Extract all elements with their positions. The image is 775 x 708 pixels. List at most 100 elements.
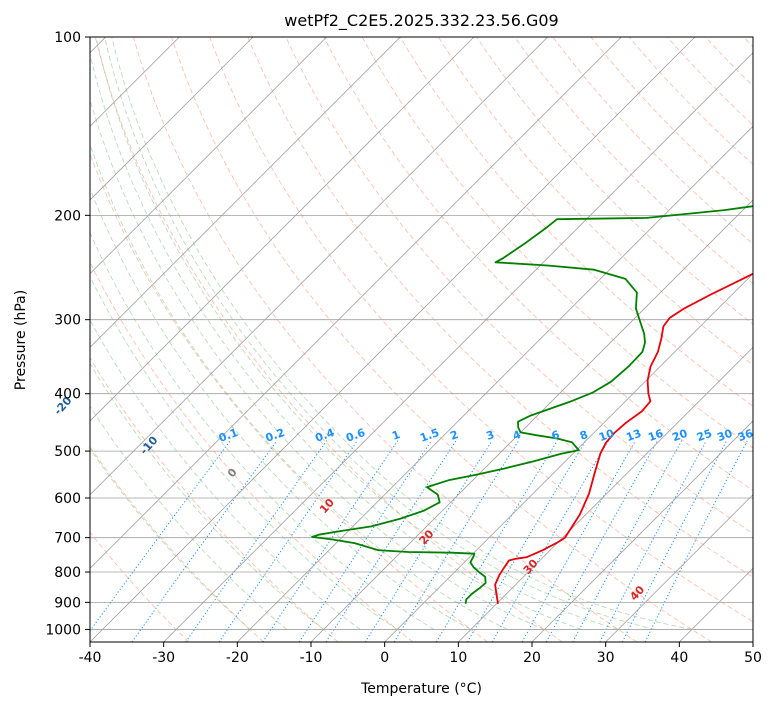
- dry-adiabat-line: [247, 37, 753, 578]
- isotherm-line: [531, 420, 753, 642]
- dry-adiabat-line: [90, 152, 488, 642]
- mixing-ratio-label: 4: [511, 428, 523, 443]
- dry-adiabat-line: [209, 37, 753, 623]
- isotherm-line: [90, 37, 401, 348]
- chart-title: wetPf2_C2E5.2025.332.23.56.G09: [284, 11, 558, 31]
- moist-adiabat-line: [90, 275, 398, 630]
- x-tick-label: -20: [226, 650, 249, 666]
- dry-adiabat-line: [90, 531, 190, 642]
- isotherm-line: [163, 52, 753, 642]
- mixing-ratio-line: [467, 440, 587, 642]
- dry-adiabat-line: [361, 37, 753, 449]
- mixing-ratio-label: 0.1: [217, 426, 240, 445]
- y-tick-label: 400: [54, 387, 81, 403]
- mixing-ratio-line: [599, 440, 707, 642]
- mixing-ratio-line: [218, 440, 358, 642]
- mixing-ratio-label: 36: [736, 427, 755, 445]
- dewpoint-profile-line: [311, 205, 753, 604]
- mixing-ratio-line: [572, 440, 683, 642]
- dry-adiabat-line: [399, 37, 753, 407]
- dry-adiabat-line: [94, 37, 563, 642]
- mixing-ratio-line: [621, 440, 728, 642]
- dry-adiabat-line: [90, 446, 264, 642]
- moist-adiabat-line: [90, 187, 472, 630]
- isotherm-line: [310, 199, 753, 642]
- isotherm-line: [90, 37, 475, 422]
- mixing-ratio-label: 13: [624, 427, 643, 444]
- moist-adiabat-line: [104, 37, 656, 630]
- plot-frame: [89, 36, 754, 643]
- moist-adiabat-line: [95, 37, 619, 630]
- x-tick-label: -10: [300, 650, 323, 666]
- x-tick-label: -30: [152, 650, 175, 666]
- dry-adiabat-line: [438, 37, 753, 366]
- mixing-ratio-label: 10: [597, 427, 616, 445]
- y-tick-label: 300: [54, 313, 81, 329]
- mixing-ratio-label: 1.5: [418, 426, 441, 445]
- mixing-ratio-line: [545, 440, 659, 642]
- dry-adiabat-line: [90, 356, 339, 642]
- isotherm-line: [90, 37, 696, 642]
- grid-lines: [90, 37, 753, 642]
- y-axis-label: Pressure (hPa): [13, 290, 29, 390]
- isotherm-line: [90, 37, 327, 275]
- isotherm-line: [384, 273, 753, 642]
- isotherm-line: [90, 37, 254, 201]
- mixing-ratio-label: 16: [646, 427, 665, 445]
- moist-adiabat-line: [90, 362, 324, 630]
- y-tick-label: 800: [54, 565, 81, 581]
- mixing-ratio-line: [491, 440, 609, 642]
- isotherm-line: [605, 494, 753, 642]
- sounding-profiles: [311, 205, 753, 604]
- dry-adiabat-line: [132, 37, 638, 642]
- moist-adiabat-line: [90, 319, 361, 630]
- y-axis: 100 200 300 400 500 600 700 800 900 1000: [45, 30, 90, 638]
- mixing-ratio-line: [185, 440, 328, 642]
- dry-adiabat-line: [323, 37, 753, 491]
- mixing-ratio-label: 3: [485, 428, 497, 443]
- mixing-ratio-label: 0.6: [344, 426, 367, 445]
- mixing-ratio-label: 0.4: [313, 426, 336, 445]
- moist-adiabat-line: [111, 37, 692, 630]
- dry-adiabat-line: [171, 37, 712, 642]
- mixing-ratio-line: [435, 440, 558, 642]
- mixing-ratio-line: [521, 440, 637, 642]
- y-tick-label: 900: [54, 595, 81, 611]
- x-tick-label: 20: [523, 650, 541, 666]
- temperature-profile-line: [494, 272, 753, 604]
- mixing-ratio-line: [325, 440, 457, 642]
- moist-adiabat-line: [90, 231, 435, 630]
- mixing-ratio-labels: 0.1 0.2 0.4 0.6 1 1.5 2 3 4 6 8 10 13 16 20 25 30 36: [217, 426, 755, 445]
- dry-adiabat-line: [514, 37, 753, 285]
- x-axis: -40 -30 -20 -10 0 10 20 30 40 50: [79, 642, 762, 666]
- y-tick-label: 500: [54, 444, 81, 460]
- mixing-ratio-label: 20: [670, 427, 689, 445]
- isotherm-line: [90, 37, 622, 569]
- isotherm-line: [90, 37, 548, 496]
- x-tick-label: 50: [744, 650, 762, 666]
- mixing-ratio-label: 8: [578, 428, 590, 443]
- mixing-ratio-label: 0.2: [264, 426, 287, 445]
- dry-adiabat-line: [285, 37, 753, 535]
- mixing-ratio-line: [393, 440, 520, 642]
- x-axis-label: Temperature (°C): [360, 681, 482, 697]
- x-tick-label: 40: [670, 650, 688, 666]
- y-tick-label: 100: [54, 30, 81, 46]
- mixing-ratio-label: 25: [695, 427, 714, 444]
- mixing-ratio-label: 2: [448, 428, 460, 443]
- y-tick-label: 1000: [45, 622, 81, 638]
- y-tick-label: 700: [54, 531, 81, 547]
- moist-adiabat-line: [90, 98, 545, 630]
- y-tick-label: 600: [54, 491, 81, 507]
- mixing-ratio-label: 1: [390, 428, 402, 443]
- x-tick-label: 0: [380, 650, 389, 666]
- mixing-ratio-label: 30: [715, 427, 734, 445]
- mixing-ratio-line: [364, 440, 493, 642]
- x-tick-label: -40: [79, 650, 102, 666]
- x-tick-label: 10: [449, 650, 467, 666]
- mixing-ratio-line: [131, 440, 278, 642]
- mixing-ratio-label: 6: [550, 428, 562, 443]
- background-guide-lines: [90, 37, 753, 642]
- y-tick-label: 200: [54, 208, 81, 224]
